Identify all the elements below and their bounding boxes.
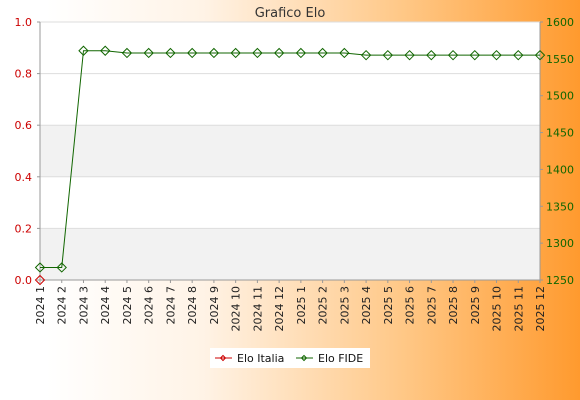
grid-band <box>40 125 540 177</box>
data-point-elo-italia <box>34 274 46 286</box>
data-point-elo-fide <box>317 47 328 59</box>
tick-label-x: 2024 4 <box>99 286 112 325</box>
tick-label-left: 0.6 <box>15 119 33 132</box>
data-point-elo-fide <box>252 47 263 59</box>
tick-label-x: 2025 9 <box>469 286 482 325</box>
tick-label-x: 2024 11 <box>251 286 264 332</box>
legend-label-elo-italia: Elo Italia <box>237 352 284 365</box>
data-point-elo-fide <box>143 47 154 59</box>
tick-label-x: 2024 8 <box>186 286 199 325</box>
data-point-elo-fide <box>165 47 176 59</box>
data-point-elo-fide <box>513 49 524 61</box>
data-point-elo-fide <box>339 47 350 59</box>
tick-label-left: 0.2 <box>15 222 33 235</box>
tick-label-right: 1550 <box>546 53 574 66</box>
data-point-elo-fide <box>447 49 459 61</box>
tick-label-right: 1400 <box>546 163 574 176</box>
data-point-elo-fide <box>208 47 220 59</box>
tick-label-x: 2025 8 <box>447 286 460 325</box>
tick-label-right: 1250 <box>546 274 574 287</box>
data-point-elo-fide <box>100 45 111 56</box>
tick-label-x: 2025 12 <box>534 286 547 332</box>
tick-label-left: 1.0 <box>15 16 33 29</box>
tick-label-right: 1350 <box>546 200 574 213</box>
data-point-elo-fide <box>360 49 372 61</box>
tick-label-x: 2024 1 <box>34 286 47 325</box>
tick-label-x: 2024 6 <box>143 286 156 325</box>
tick-label-x: 2025 5 <box>382 286 395 325</box>
tick-label-left: 0.0 <box>15 274 33 287</box>
data-point-elo-fide <box>186 47 198 59</box>
tick-label-x: 2024 7 <box>164 286 177 325</box>
data-point-elo-fide <box>426 49 437 61</box>
data-point-elo-fide <box>34 262 46 273</box>
tick-label-x: 2024 5 <box>121 286 134 325</box>
tick-label-x: 2025 4 <box>360 286 373 325</box>
tick-label-x: 2025 7 <box>425 286 438 325</box>
tick-label-x: 2024 10 <box>230 286 243 332</box>
legend-label-elo-fide: Elo FIDE <box>318 352 363 365</box>
chart-title: Grafico Elo <box>255 6 326 21</box>
data-point-elo-fide <box>534 49 546 61</box>
legend-marker-elo-italia <box>219 354 227 362</box>
data-point-elo-fide <box>491 49 502 61</box>
grid-band <box>40 228 540 280</box>
tick-label-x: 2025 1 <box>295 286 308 325</box>
tick-label-x: 2025 2 <box>317 286 330 325</box>
tick-label-right: 1600 <box>546 16 574 29</box>
data-point-elo-fide <box>382 49 394 61</box>
tick-label-x: 2025 6 <box>404 286 417 325</box>
tick-label-right: 1450 <box>546 127 574 140</box>
tick-label-left: 0.8 <box>15 68 33 81</box>
data-point-elo-fide <box>56 262 67 273</box>
tick-label-x: 2024 2 <box>56 286 69 325</box>
data-point-elo-fide <box>78 45 89 56</box>
data-point-elo-fide <box>230 47 241 59</box>
data-point-elo-fide <box>273 47 285 59</box>
legend-box <box>210 348 370 368</box>
tick-label-right: 1500 <box>546 90 574 103</box>
tick-label-x: 2024 9 <box>208 286 221 325</box>
data-point-elo-fide <box>404 49 415 61</box>
legend: Elo Italia Elo FIDE <box>210 348 370 368</box>
tick-label-x: 2025 10 <box>491 286 504 332</box>
tick-label-left: 0.4 <box>15 171 33 184</box>
tick-label-x: 2025 11 <box>512 286 525 332</box>
data-point-elo-fide <box>469 49 480 61</box>
tick-label-x: 2025 3 <box>338 286 351 325</box>
tick-label-x: 2024 3 <box>77 286 90 325</box>
data-point-elo-fide <box>295 47 307 59</box>
data-point-elo-fide <box>121 47 133 59</box>
legend-marker-elo-fide <box>300 354 308 362</box>
tick-label-right: 1300 <box>546 237 574 250</box>
tick-label-x: 2024 12 <box>273 286 286 332</box>
